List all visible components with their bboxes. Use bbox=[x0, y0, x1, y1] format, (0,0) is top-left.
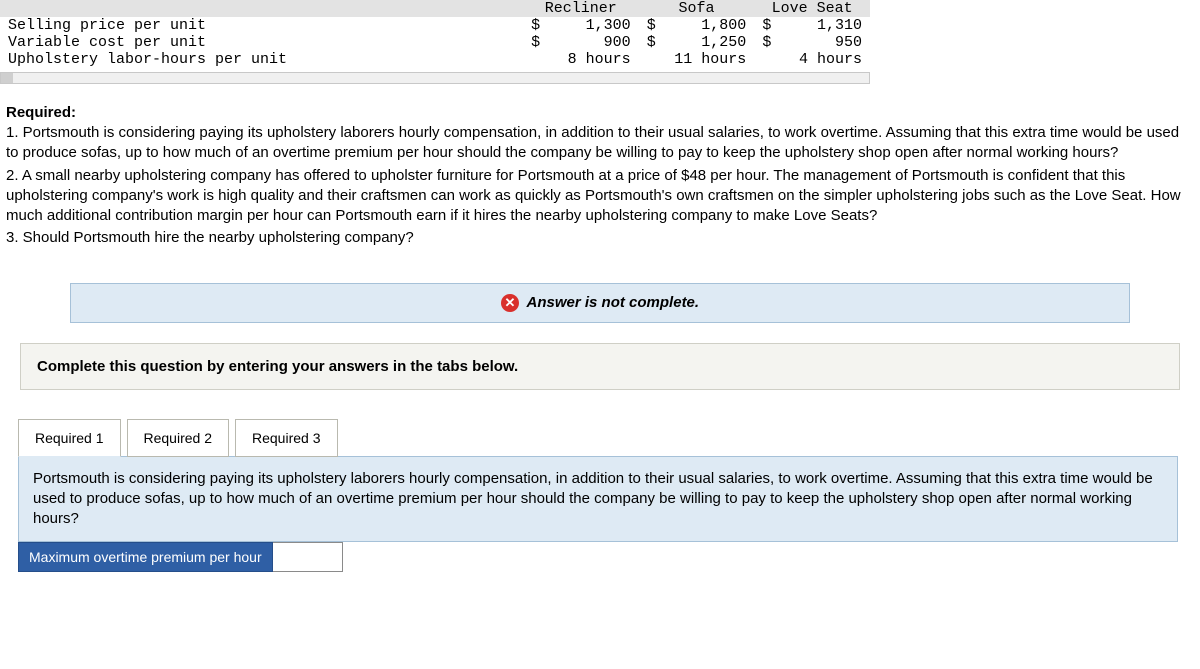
row-label: Upholstery labor-hours per unit bbox=[0, 51, 523, 68]
tab-required-2[interactable]: Required 2 bbox=[127, 419, 230, 457]
required-section: Required: 1. Portsmouth is considering p… bbox=[0, 104, 1200, 267]
required-q3: 3. Should Portsmouth hire the nearby uph… bbox=[6, 228, 1194, 248]
answer-row: Maximum overtime premium per hour bbox=[18, 542, 1182, 572]
required-q1: 1. Portsmouth is considering paying its … bbox=[6, 123, 1194, 164]
instruction-box: Complete this question by entering your … bbox=[20, 343, 1180, 390]
table-row: Upholstery labor-hours per unit 8 hours … bbox=[0, 51, 870, 68]
answer-input[interactable] bbox=[273, 542, 343, 572]
tabs: Required 1 Required 2 Required 3 bbox=[18, 418, 1200, 456]
instruction-text: Complete this question by entering your … bbox=[37, 358, 518, 375]
tab-content: Portsmouth is considering paying its uph… bbox=[18, 456, 1178, 543]
row-label: Selling price per unit bbox=[0, 17, 523, 34]
table-corner bbox=[0, 0, 523, 17]
tab-required-1[interactable]: Required 1 bbox=[18, 419, 121, 457]
incomplete-alert: ✕ Answer is not complete. bbox=[70, 283, 1130, 323]
col-header-loveseat: Love Seat bbox=[754, 0, 870, 17]
required-q2: 2. A small nearby upholstering company h… bbox=[6, 166, 1194, 227]
horizontal-scrollbar[interactable] bbox=[0, 72, 870, 84]
tab-required-3[interactable]: Required 3 bbox=[235, 419, 338, 457]
col-header-sofa: Sofa bbox=[639, 0, 755, 17]
product-data-table: Recliner Sofa Love Seat Selling price pe… bbox=[0, 0, 870, 68]
tab-question-text: Portsmouth is considering paying its uph… bbox=[33, 470, 1153, 528]
table-row: Selling price per unit $ 1,300 $ 1,800 $… bbox=[0, 17, 870, 34]
required-heading: Required: bbox=[6, 104, 1194, 121]
row-label: Variable cost per unit bbox=[0, 34, 523, 51]
col-header-recliner: Recliner bbox=[523, 0, 639, 17]
answer-label: Maximum overtime premium per hour bbox=[18, 542, 273, 572]
table-row: Variable cost per unit $ 900 $ 1,250 $ 9… bbox=[0, 34, 870, 51]
alert-text: Answer is not complete. bbox=[527, 294, 700, 311]
scrollbar-thumb[interactable] bbox=[1, 73, 13, 83]
error-icon: ✕ bbox=[501, 294, 519, 312]
